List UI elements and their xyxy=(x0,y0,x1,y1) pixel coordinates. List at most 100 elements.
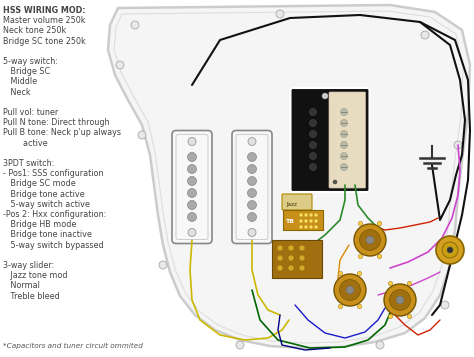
Circle shape xyxy=(322,93,328,99)
Circle shape xyxy=(384,284,416,316)
Circle shape xyxy=(276,10,284,18)
Circle shape xyxy=(366,236,374,244)
Bar xyxy=(272,240,322,278)
Text: Jazz tone mod: Jazz tone mod xyxy=(3,271,67,280)
Bar xyxy=(283,210,323,230)
Circle shape xyxy=(357,304,362,309)
Circle shape xyxy=(248,137,256,146)
Polygon shape xyxy=(108,5,470,348)
Circle shape xyxy=(333,180,337,184)
Text: Jazz: Jazz xyxy=(286,201,297,206)
Text: TB: TB xyxy=(285,218,294,223)
Circle shape xyxy=(314,225,318,229)
Circle shape xyxy=(454,141,462,149)
Text: Bridge tone inactive: Bridge tone inactive xyxy=(3,230,92,240)
Text: Treble bleed: Treble bleed xyxy=(3,292,60,301)
Circle shape xyxy=(340,164,347,171)
Circle shape xyxy=(277,255,283,261)
Circle shape xyxy=(188,212,197,221)
Circle shape xyxy=(247,152,256,161)
Circle shape xyxy=(340,152,347,160)
Text: Bridge SC tone 250k: Bridge SC tone 250k xyxy=(3,37,86,46)
Circle shape xyxy=(377,254,382,259)
Circle shape xyxy=(299,219,303,223)
Circle shape xyxy=(338,304,343,309)
Text: 3-way slider:: 3-way slider: xyxy=(3,261,54,270)
Text: active: active xyxy=(3,139,47,147)
Circle shape xyxy=(131,21,139,29)
Circle shape xyxy=(299,213,303,217)
Circle shape xyxy=(288,255,294,261)
Circle shape xyxy=(377,221,382,226)
Text: 5-way switch:: 5-way switch: xyxy=(3,57,58,66)
Circle shape xyxy=(407,281,412,286)
Circle shape xyxy=(340,120,347,126)
Circle shape xyxy=(310,131,317,137)
Circle shape xyxy=(340,141,347,149)
Circle shape xyxy=(340,109,347,116)
Circle shape xyxy=(288,245,294,251)
Text: -Pos 2: Hxx configuration:: -Pos 2: Hxx configuration: xyxy=(3,210,106,219)
Text: - Pos1: SSS configuration: - Pos1: SSS configuration xyxy=(3,169,103,178)
Circle shape xyxy=(304,225,308,229)
Text: Pull B tone: Neck p'up always: Pull B tone: Neck p'up always xyxy=(3,129,121,137)
FancyBboxPatch shape xyxy=(291,88,370,192)
Circle shape xyxy=(299,225,303,229)
Circle shape xyxy=(314,213,318,217)
Circle shape xyxy=(310,141,317,149)
Circle shape xyxy=(277,265,283,271)
Circle shape xyxy=(346,286,354,294)
Circle shape xyxy=(304,219,308,223)
Circle shape xyxy=(188,201,197,210)
Circle shape xyxy=(314,219,318,223)
Circle shape xyxy=(447,247,453,253)
Circle shape xyxy=(288,265,294,271)
Circle shape xyxy=(310,120,317,126)
Text: 3PDT switch:: 3PDT switch: xyxy=(3,159,54,168)
Circle shape xyxy=(188,228,196,236)
Circle shape xyxy=(421,31,429,39)
Circle shape xyxy=(188,176,197,186)
Circle shape xyxy=(436,236,464,264)
Circle shape xyxy=(299,245,305,251)
Text: Neck: Neck xyxy=(3,87,31,97)
FancyBboxPatch shape xyxy=(232,131,272,243)
Circle shape xyxy=(388,281,392,286)
Text: Bridge HB mode: Bridge HB mode xyxy=(3,220,76,229)
Text: *Capacitors and tuner circuit ommited: *Capacitors and tuner circuit ommited xyxy=(3,343,143,349)
Text: Master volume 250k: Master volume 250k xyxy=(3,16,85,25)
Circle shape xyxy=(358,254,363,259)
Circle shape xyxy=(338,271,343,276)
Text: Bridge SC: Bridge SC xyxy=(3,67,50,76)
Circle shape xyxy=(236,341,244,349)
FancyBboxPatch shape xyxy=(282,194,312,210)
Circle shape xyxy=(376,341,384,349)
Circle shape xyxy=(188,137,196,146)
Circle shape xyxy=(354,224,386,256)
Circle shape xyxy=(247,165,256,174)
Circle shape xyxy=(309,225,313,229)
Text: Normal: Normal xyxy=(3,281,40,290)
Circle shape xyxy=(138,131,146,139)
Circle shape xyxy=(310,152,317,160)
Circle shape xyxy=(360,230,381,250)
Circle shape xyxy=(407,314,412,319)
Circle shape xyxy=(248,228,256,236)
Text: Bridge tone active: Bridge tone active xyxy=(3,190,85,198)
Circle shape xyxy=(188,152,197,161)
Circle shape xyxy=(388,314,392,319)
Text: Pull N tone: Direct through: Pull N tone: Direct through xyxy=(3,118,109,127)
Text: Bridge SC mode: Bridge SC mode xyxy=(3,180,76,188)
Circle shape xyxy=(441,301,449,309)
Text: 5-way switch bypassed: 5-way switch bypassed xyxy=(3,241,104,250)
FancyBboxPatch shape xyxy=(329,92,365,188)
Circle shape xyxy=(247,176,256,186)
Text: 5-way switch active: 5-way switch active xyxy=(3,200,90,209)
Circle shape xyxy=(340,131,347,137)
Circle shape xyxy=(299,255,305,261)
Text: Neck tone 250k: Neck tone 250k xyxy=(3,26,66,35)
FancyBboxPatch shape xyxy=(172,131,212,243)
Circle shape xyxy=(188,188,197,197)
Circle shape xyxy=(357,271,362,276)
Circle shape xyxy=(309,213,313,217)
